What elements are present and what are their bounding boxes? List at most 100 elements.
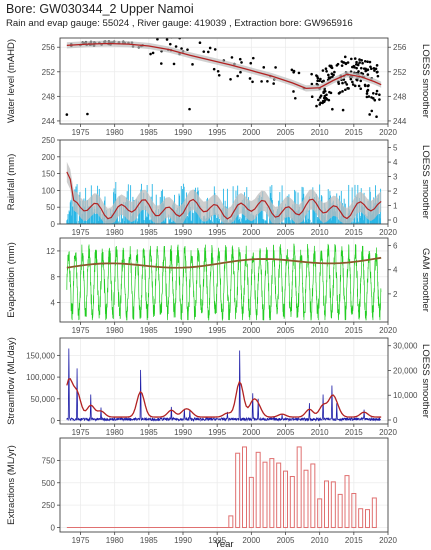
water-level-point — [370, 67, 373, 71]
water-level-point — [366, 60, 369, 64]
x-tick-label: 1985 — [140, 428, 158, 437]
x-tick-label: 1990 — [174, 228, 192, 237]
y-tick-label: 244 — [42, 117, 56, 126]
x-tick-label: 1980 — [106, 428, 124, 437]
water-level-point — [376, 74, 380, 78]
x-tick-label: 1995 — [208, 128, 226, 137]
streamflow-series — [66, 348, 381, 422]
x-tick-label: 2015 — [345, 428, 363, 437]
water-level-point — [174, 45, 178, 48]
x-tick-label: 1975 — [72, 326, 90, 335]
water-level-point — [361, 61, 364, 65]
x-tick-label: 2020 — [379, 326, 397, 335]
water-level-point — [329, 91, 333, 95]
panel-1: 1975 1980 1985 1990 1995 2000 2005 2010 2015 2020… — [6, 32, 431, 137]
water-level-point — [375, 89, 379, 93]
y-tick-label: 500 — [42, 479, 56, 488]
water-level-point — [373, 69, 376, 72]
x-tick-label: 2020 — [379, 428, 397, 437]
water-level-point — [341, 81, 344, 85]
y-tick-label: 750 — [42, 456, 56, 465]
panel-border — [59, 37, 389, 125]
water-level-point — [165, 38, 169, 41]
x-tick-label: 1980 — [106, 228, 124, 237]
water-level-point — [148, 32, 151, 35]
water-level-point — [316, 79, 319, 83]
water-level-point — [168, 42, 172, 46]
x-tick-label: 2020 — [379, 128, 397, 137]
extraction-bar — [337, 493, 343, 529]
water-level-point — [362, 67, 366, 70]
water-level-point — [340, 64, 344, 67]
panel-2: 1975 1980 1985 1990 1995 2000 2005 2010 2015 2020… — [6, 136, 431, 237]
x-tick-label: 2015 — [345, 326, 363, 335]
water-level-point — [266, 80, 269, 83]
water-level-point — [346, 61, 350, 64]
x-tick-label: 1980 — [106, 326, 124, 335]
water-level-point — [333, 70, 336, 74]
x-axis-title: Year — [214, 539, 233, 550]
water-level-point — [310, 95, 314, 98]
y2-tick-label: 3 — [393, 173, 398, 182]
panel-border — [59, 237, 389, 323]
water-level-point — [327, 73, 330, 77]
water-level-point — [365, 95, 369, 99]
water-level-point — [331, 75, 334, 78]
panel-border — [59, 437, 389, 533]
water-level-point — [166, 35, 169, 38]
panel-data — [66, 446, 377, 529]
water-level-point — [344, 88, 347, 92]
loess-smoother-line — [66, 42, 382, 90]
x-tick-label: 2000 — [242, 128, 260, 137]
water-level-point — [65, 113, 69, 116]
water-level-point — [324, 67, 328, 70]
panel-data — [66, 243, 382, 322]
water-level-point — [330, 72, 334, 76]
water-level-point — [290, 68, 294, 72]
water-level-point — [198, 41, 202, 45]
x-tick-label: 1975 — [72, 228, 90, 237]
water-level-point — [370, 96, 373, 99]
water-level-point — [310, 82, 314, 86]
y-tick-label: 250 — [42, 136, 56, 145]
x-tick-label: 2015 — [345, 128, 363, 137]
water-level-point — [355, 60, 358, 64]
y2-tick-label: 4 — [393, 158, 398, 167]
water-level-point — [186, 48, 189, 51]
extraction-bar — [365, 509, 370, 529]
water-level-point — [151, 51, 155, 55]
y2-axis-title: GAM smoother — [420, 248, 431, 312]
x-tick-label: 2010 — [311, 428, 329, 437]
y2-tick-label: 30,000 — [393, 342, 418, 351]
x-tick-label: 1975 — [72, 536, 90, 545]
water-level-point — [208, 46, 212, 50]
y2-tick-label: 252 — [393, 68, 407, 77]
y-tick-label: 256 — [42, 43, 56, 52]
x-tick-label: 2020 — [379, 228, 397, 237]
water-level-point — [344, 62, 348, 66]
water-level-point — [366, 73, 370, 76]
water-level-point — [238, 57, 242, 61]
water-level-point — [322, 100, 326, 104]
x-tick-label: 1985 — [140, 228, 158, 237]
water-level-point — [366, 88, 370, 92]
water-level-point — [151, 33, 154, 36]
x-tick-label: 1995 — [208, 228, 226, 237]
extraction-bar — [351, 493, 357, 529]
water-level-point — [172, 62, 176, 66]
figure-title: Bore: GW030344_2 Upper Namoi — [6, 2, 194, 16]
water-level-point — [156, 38, 159, 41]
x-tick-label: 2005 — [277, 228, 295, 237]
panel-data — [66, 161, 382, 224]
water-level-point — [357, 84, 361, 88]
water-level-point — [375, 92, 378, 96]
y2-axis-title: LOESS smoother — [420, 44, 431, 118]
x-tick-label: 1980 — [106, 536, 124, 545]
extraction-bar — [276, 462, 282, 529]
panel-data — [65, 32, 382, 119]
x-tick-label: 2015 — [345, 536, 363, 545]
water-level-point — [368, 60, 372, 64]
y2-tick-label: 6 — [393, 242, 398, 251]
water-level-point — [366, 68, 370, 72]
